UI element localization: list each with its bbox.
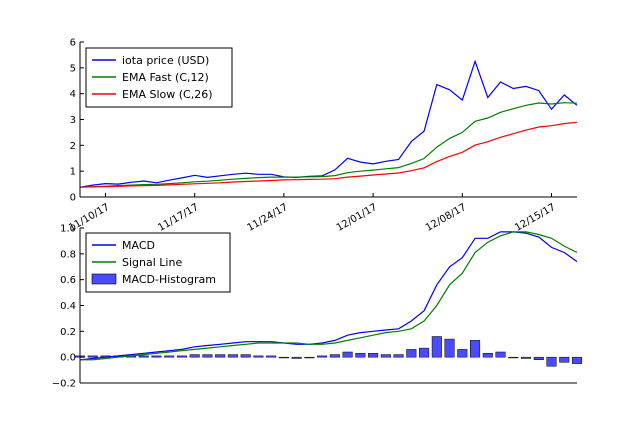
histogram-bar	[87, 355, 98, 358]
histogram-bar	[138, 355, 149, 358]
histogram-bar	[508, 356, 519, 359]
histogram-bar	[164, 355, 175, 358]
legend-label: Signal Line	[122, 256, 182, 269]
histogram-bar	[482, 353, 493, 358]
legend-swatch	[91, 273, 117, 285]
y-tick-label: 4	[70, 89, 76, 100]
x-tick-label: 12/08/17	[424, 202, 468, 234]
histogram-bar	[495, 351, 506, 358]
y-tick-label: 2	[70, 141, 76, 152]
x-tick-label: 11/17/17	[156, 202, 200, 234]
histogram-bar	[546, 356, 557, 367]
y-tick-label: 0.6	[60, 275, 76, 286]
y-tick-label: −0.2	[52, 379, 76, 390]
histogram-bar	[571, 356, 583, 364]
histogram-bars	[74, 336, 583, 367]
histogram-bar	[457, 349, 468, 358]
histogram-bar	[559, 356, 570, 363]
histogram-bar	[202, 354, 213, 358]
y-tick-label: 0.0	[60, 353, 76, 364]
series-line-1	[79, 102, 578, 188]
histogram-bar	[176, 355, 187, 358]
y-tick-label: 6	[70, 38, 76, 49]
legend-label: EMA Fast (C,12)	[122, 71, 209, 84]
histogram-bar	[380, 354, 391, 358]
histogram-bar	[419, 347, 430, 358]
y-tick-label: 0.2	[60, 327, 76, 338]
series-line-0	[79, 59, 578, 188]
histogram-bar	[278, 356, 289, 359]
histogram-bar	[253, 355, 264, 358]
histogram-bar	[151, 355, 162, 358]
legend-label: MACD	[122, 239, 155, 252]
series-line-2	[79, 121, 578, 188]
histogram-bar	[304, 356, 315, 359]
histogram-bar	[431, 336, 442, 358]
histogram-bar	[189, 354, 200, 358]
histogram-bar	[227, 354, 238, 358]
histogram-bar	[520, 356, 532, 359]
legend-label: MACD-Histogram	[122, 273, 216, 286]
legend: MACD Signal Line MACD-Histogram	[85, 232, 231, 293]
histogram-bar	[470, 340, 481, 358]
legend-label: EMA Slow (C,26)	[122, 88, 212, 101]
histogram-bar	[329, 354, 340, 358]
histogram-bar	[342, 351, 353, 358]
histogram-bar	[393, 354, 404, 358]
x-tick-label: 12/15/17	[513, 202, 557, 234]
x-tick-label: 11/24/17	[245, 202, 289, 234]
legend: iota price (USD) EMA Fast (C,12) EMA Slow …	[85, 47, 233, 108]
histogram-bar	[368, 353, 379, 358]
histogram-bar	[444, 338, 455, 358]
y-tick-label: 1.0	[60, 224, 76, 235]
legend-label: iota price (USD)	[122, 54, 209, 67]
series-line-0	[79, 231, 578, 361]
y-tick-label: 0	[70, 193, 76, 204]
histogram-bar	[533, 356, 544, 360]
y-tick-label: 0.4	[60, 301, 76, 312]
y-tick-label: 5	[70, 63, 76, 74]
histogram-bar	[240, 354, 251, 358]
histogram-bar	[291, 356, 302, 359]
series-line-1	[80, 231, 578, 361]
y-tick-label: 1	[70, 167, 76, 178]
histogram-bar	[355, 353, 366, 358]
histogram-bar	[317, 355, 328, 358]
y-tick-label: 0.8	[60, 249, 76, 260]
x-tick-label: 12/01/17	[335, 202, 379, 234]
y-tick-label: 3	[70, 115, 76, 126]
histogram-bar	[215, 354, 226, 358]
histogram-bar	[266, 355, 277, 358]
histogram-bar	[406, 349, 417, 358]
